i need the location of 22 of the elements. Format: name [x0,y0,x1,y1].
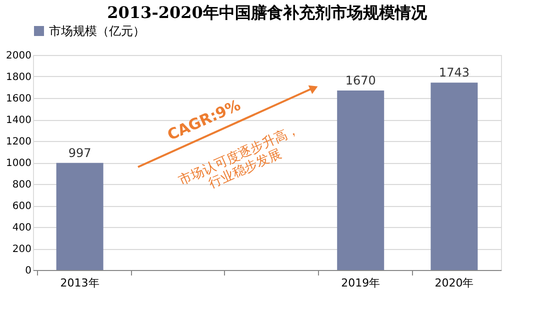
x-tick-label: 2013年 [60,276,100,290]
y-tick-label: 2000 [6,50,32,62]
y-tick-label: 1800 [6,72,32,83]
y-tick-label: 400 [12,222,32,234]
y-tick-label: 1600 [6,94,32,104]
chart-title: 2013-2020年中国膳食补充剂市场规模情况 [107,3,428,22]
y-tick-label: 200 [12,244,32,255]
bar [430,82,478,270]
x-tick-label: 2020年 [434,276,474,290]
bar [56,162,104,270]
y-tick-label: 800 [12,180,32,190]
bar [337,90,384,270]
y-tick-label: 1400 [6,115,32,126]
data-label: 1670 [345,73,376,88]
y-tick-label: 600 [12,201,32,212]
y-tick-label: 1000 [6,158,32,169]
y-tick-label: 1200 [6,136,32,148]
data-label: 997 [68,146,92,160]
legend-label: 市场规模（亿元） [49,24,145,38]
data-label: 1743 [438,66,470,80]
y-tick-label: 0 [25,266,32,276]
x-tick-label: 2019年 [341,276,380,290]
